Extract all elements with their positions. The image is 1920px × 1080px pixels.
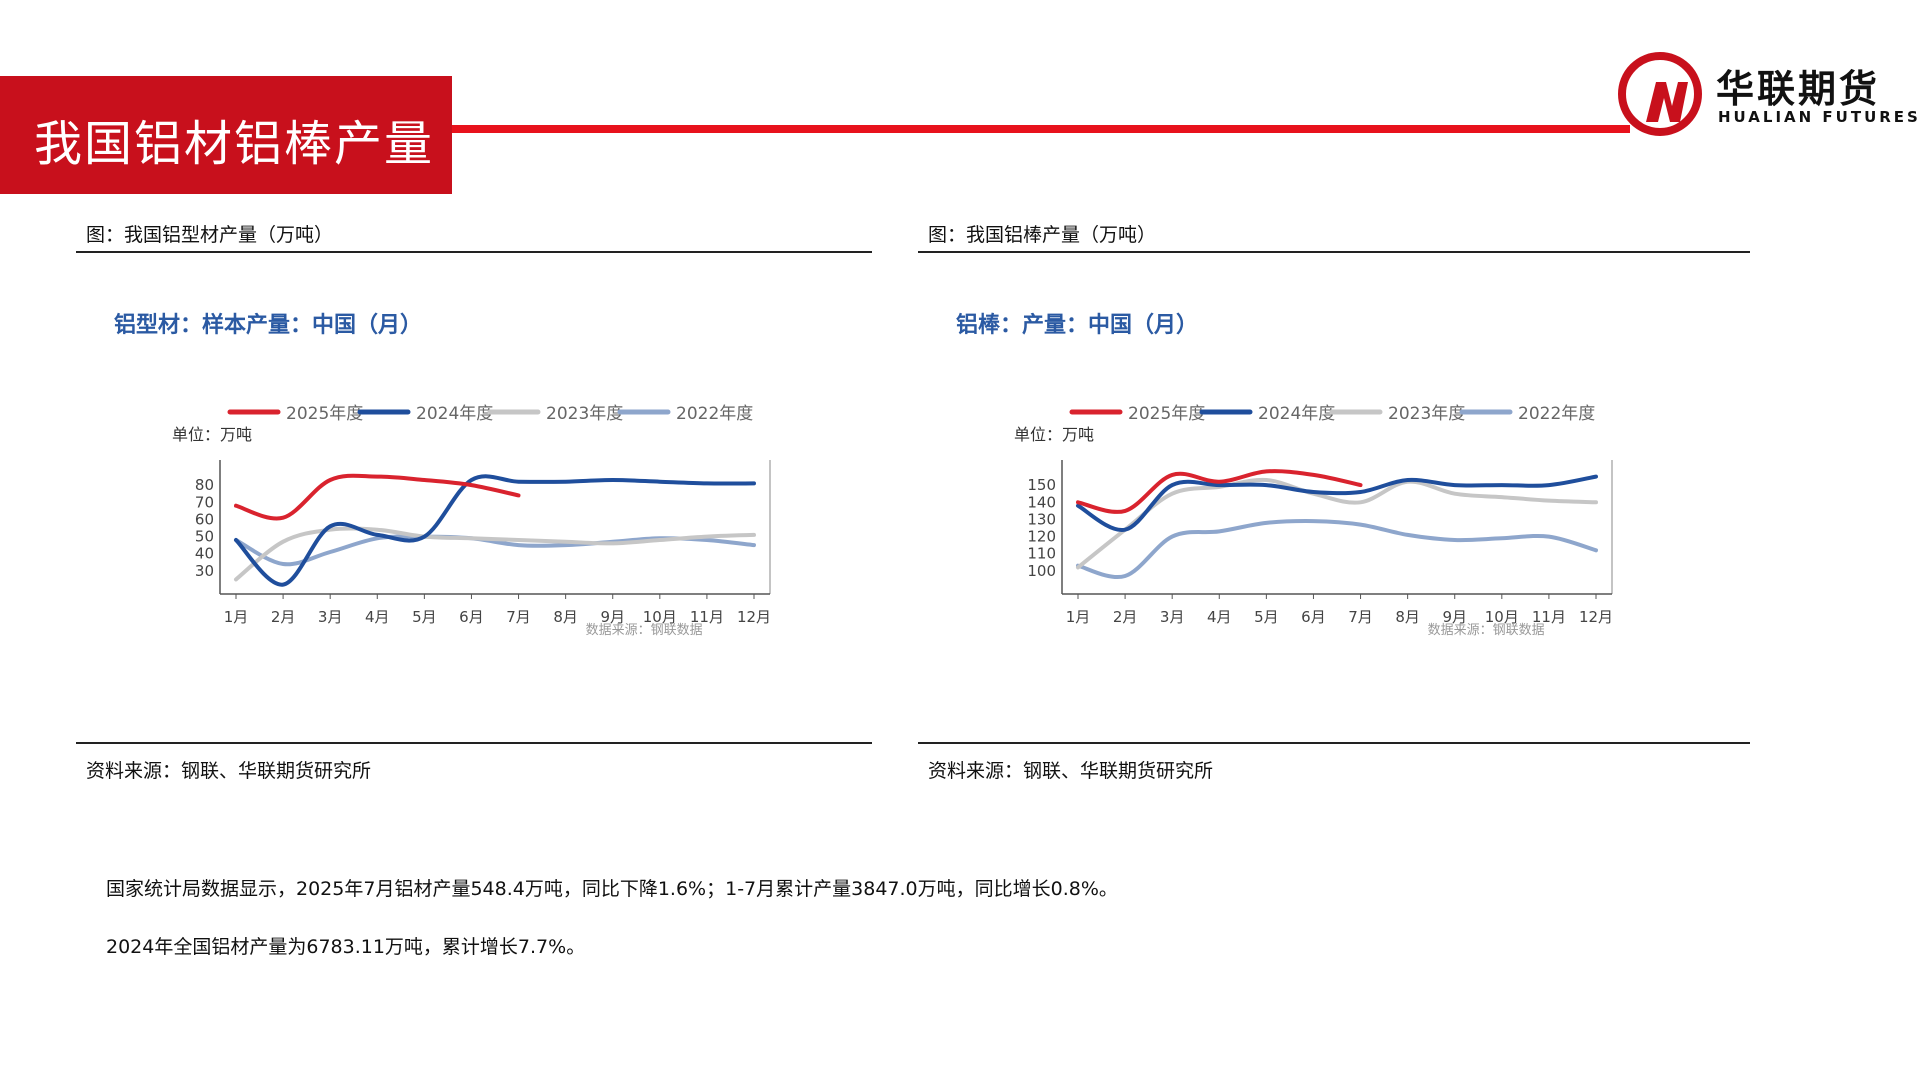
chart-title-0: 铝型材：样本产量：中国（月） <box>114 312 422 338</box>
right-bottom-rule <box>918 742 1750 744</box>
y-tick-label: 40 <box>195 545 214 563</box>
x-tick-label: 11月 <box>1532 608 1566 626</box>
logo-n-icon <box>1646 82 1688 122</box>
y-tick-label: 110 <box>1027 545 1056 563</box>
right-source-note: 资料来源：钢联、华联期货研究所 <box>928 760 1214 782</box>
x-tick-label: 10月 <box>1485 608 1519 626</box>
legend-label: 2025年度 <box>1128 404 1205 424</box>
legend-item-2024年度: 2024年度 <box>1199 404 1335 424</box>
x-tick-label: 9月 <box>600 608 625 626</box>
right-chart-caption: 图：我国铝棒产量（万吨） <box>928 224 1157 246</box>
y-tick-label: 150 <box>1027 476 1056 494</box>
legend-item-2025年度: 2025年度 <box>1069 404 1205 424</box>
x-tick-label: 2月 <box>1113 608 1138 626</box>
x-tick-label: 7月 <box>506 608 531 626</box>
x-tick-label: 3月 <box>318 608 343 626</box>
brand-logo: 华联期货 HUALIAN FUTURES <box>1618 50 1918 140</box>
x-tick-label: 12月 <box>737 608 771 626</box>
y-tick-label: 130 <box>1027 510 1056 528</box>
series-line-2025年度 <box>1076 469 1363 514</box>
logo-chinese-name: 华联期货 <box>1716 67 1881 111</box>
x-tick-label: 6月 <box>1301 608 1326 626</box>
y-tick-label: 50 <box>195 528 214 546</box>
legend-label: 2023年度 <box>546 404 623 424</box>
legend-label: 2024年度 <box>416 404 493 424</box>
summary-paragraph-1: 国家统计局数据显示，2025年7月铝材产量548.4万吨，同比下降1.6%；1-… <box>106 878 1118 900</box>
y-tick-label: 70 <box>195 493 214 511</box>
chart-watermark: 数据来源：钢联数据 <box>586 623 703 638</box>
right-top-rule <box>918 251 1750 253</box>
series-line-2024年度 <box>234 474 756 587</box>
legend-label: 2022年度 <box>676 404 753 424</box>
legend-label: 2023年度 <box>1388 404 1465 424</box>
x-tick-label: 4月 <box>365 608 390 626</box>
chart-watermark: 数据来源：钢联数据 <box>1428 623 1545 638</box>
x-tick-label: 12月 <box>1579 608 1613 626</box>
series-line-2024年度 <box>1076 474 1598 532</box>
legend-item-2023年度: 2023年度 <box>487 404 623 424</box>
chart-title-1: 铝棒：产量：中国（月） <box>956 312 1198 338</box>
unit-label: 单位：万吨 <box>172 425 252 444</box>
x-tick-label: 2月 <box>271 608 296 626</box>
y-tick-label: 80 <box>195 476 214 494</box>
x-tick-label: 1月 <box>1066 608 1091 626</box>
y-tick-label: 30 <box>195 562 214 580</box>
x-tick-label: 10月 <box>643 608 677 626</box>
legend-label: 2024年度 <box>1258 404 1335 424</box>
y-tick-label: 140 <box>1027 493 1056 511</box>
legend-item-2022年度: 2022年度 <box>617 404 753 424</box>
x-tick-label: 9月 <box>1442 608 1467 626</box>
legend-item-2023年度: 2023年度 <box>1329 404 1465 424</box>
summary-paragraph-2: 2024年全国铝材产量为6783.11万吨，累计增长7.7%。 <box>106 936 586 958</box>
x-tick-label: 6月 <box>459 608 484 626</box>
y-tick-label: 120 <box>1027 528 1056 546</box>
y-tick-label: 60 <box>195 510 214 528</box>
series-line-2023年度 <box>1076 477 1598 570</box>
left-bottom-rule <box>76 742 872 744</box>
x-tick-label: 5月 <box>1254 608 1279 626</box>
logo-emblem <box>1618 52 1702 136</box>
page-title: 我国铝材铝棒产量 <box>34 116 435 172</box>
right-chart-panel: 图：我国铝棒产量（万吨） 铝棒：产量：中国（月） 2025年度 2024年度 2023… <box>918 216 1750 786</box>
logo-english-name: HUALIAN FUTURES <box>1718 108 1920 126</box>
x-tick-label: 4月 <box>1207 608 1232 626</box>
series-line-2023年度 <box>234 526 756 582</box>
left-source-note: 资料来源：钢联、华联期货研究所 <box>86 760 372 782</box>
x-tick-label: 1月 <box>224 608 249 626</box>
left-chart-panel: 图：我国铝型材产量（万吨） 铝型材：样本产量：中国（月） 2025年度 2024年度… <box>76 216 872 786</box>
title-banner <box>0 76 452 194</box>
unit-label: 单位：万吨 <box>1014 425 1094 444</box>
legend-item-2022年度: 2022年度 <box>1459 404 1595 424</box>
x-tick-label: 5月 <box>412 608 437 626</box>
left-chart-caption: 图：我国铝型材产量（万吨） <box>86 224 334 246</box>
x-tick-label: 3月 <box>1160 608 1185 626</box>
aluminum-profile-chart: 铝型材：样本产量：中国（月） 2025年度 2024年度 2023年度 2022年度单位… <box>114 312 771 638</box>
title-underline <box>452 125 1630 133</box>
legend-label: 2022年度 <box>1518 404 1595 424</box>
x-tick-label: 8月 <box>1395 608 1420 626</box>
legend-label: 2025年度 <box>286 404 363 424</box>
aluminum-rod-chart: 铝棒：产量：中国（月） 2025年度 2024年度 2023年度 2022年度单位：万吨… <box>956 312 1613 638</box>
left-top-rule <box>76 251 872 253</box>
x-tick-label: 8月 <box>553 608 578 626</box>
series-line-2022年度 <box>1076 519 1598 580</box>
y-tick-label: 100 <box>1027 562 1056 580</box>
x-tick-label: 7月 <box>1348 608 1373 626</box>
series-line-2025年度 <box>234 473 521 521</box>
legend-item-2024年度: 2024年度 <box>357 404 493 424</box>
legend-item-2025年度: 2025年度 <box>227 404 363 424</box>
x-tick-label: 11月 <box>690 608 724 626</box>
